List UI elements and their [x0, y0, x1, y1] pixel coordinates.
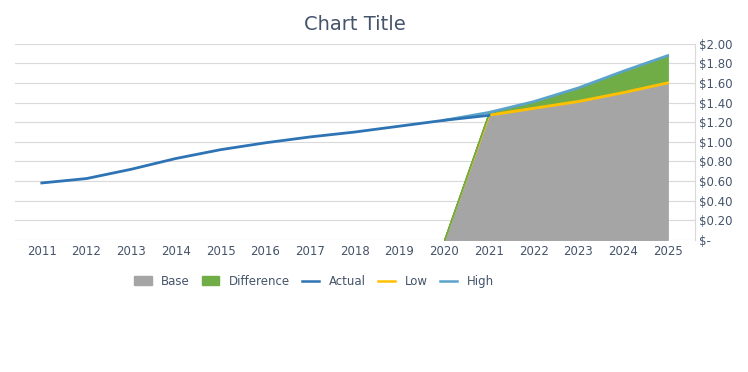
Title: Chart Title: Chart Title — [304, 15, 405, 34]
Legend: Base, Difference, Actual, Low, High: Base, Difference, Actual, Low, High — [129, 270, 499, 293]
